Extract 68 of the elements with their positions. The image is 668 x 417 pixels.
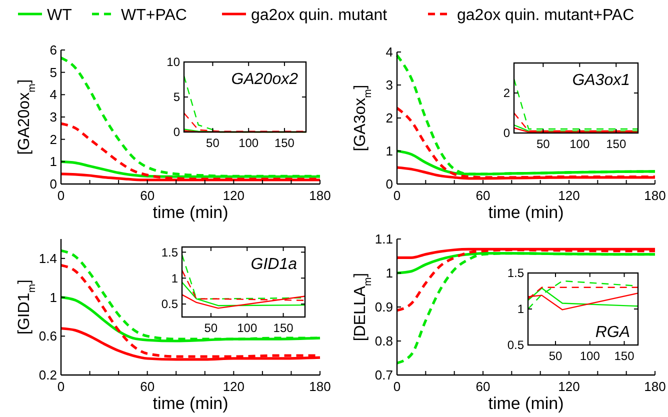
y-tick-label: 0.9 bbox=[374, 300, 393, 315]
x-tick-label: 60 bbox=[140, 379, 155, 394]
text: GA20ox2 bbox=[231, 71, 298, 88]
y-tick-label: 4 bbox=[50, 87, 57, 102]
y-tick-label: 2 bbox=[50, 132, 57, 147]
y-tick-label: 0 bbox=[173, 125, 180, 140]
y-tick-label: 0.5 bbox=[507, 338, 524, 352]
x-tick-label: 150 bbox=[606, 137, 626, 151]
x-tick-label: 150 bbox=[614, 349, 635, 363]
x-tick-label: 120 bbox=[222, 188, 245, 203]
y-tick-label: 0.6 bbox=[38, 328, 57, 344]
x-tick-label: 50 bbox=[206, 136, 220, 150]
x-tick-label: 60 bbox=[476, 379, 490, 394]
x-axis-title: time (min) bbox=[152, 203, 228, 222]
x-tick-label: 50 bbox=[204, 321, 218, 335]
x-tick-label: 180 bbox=[644, 379, 666, 394]
x-tick-label: 180 bbox=[309, 188, 331, 203]
y-tick-label: 1 bbox=[50, 290, 57, 305]
x-axis-title: time (min) bbox=[152, 394, 228, 413]
x-tick-label: 150 bbox=[274, 136, 295, 150]
legend-label: ga2ox quin. mutant+PAC bbox=[457, 7, 634, 24]
y-tick-label: 6 bbox=[50, 42, 57, 58]
x-tick-label: 100 bbox=[237, 321, 258, 335]
legend-label: ga2ox quin. mutant bbox=[251, 7, 388, 24]
y-tick-label: 1.4 bbox=[38, 250, 57, 266]
x-tick-label: 100 bbox=[238, 136, 259, 150]
x-tick-label: 120 bbox=[558, 188, 580, 203]
y-tick-label: 1 bbox=[386, 266, 393, 281]
y-tick-label: 2 bbox=[386, 110, 393, 126]
y-tick-label: 0 bbox=[503, 126, 510, 140]
legend-label: WT bbox=[47, 7, 72, 24]
y-tick-label: 5 bbox=[50, 64, 57, 80]
x-tick-label: 60 bbox=[140, 188, 155, 203]
y-tick-label: 4 bbox=[386, 44, 393, 60]
y-tick-label: 3 bbox=[50, 110, 57, 125]
y-tick-label: 0 bbox=[50, 176, 57, 192]
x-tick-label: 120 bbox=[558, 379, 580, 394]
x-tick-label: 100 bbox=[580, 349, 600, 363]
text: RGA bbox=[595, 324, 630, 341]
y-tick-label: 0.2 bbox=[38, 368, 57, 383]
y-tick-label: 1.1 bbox=[374, 232, 393, 247]
x-tick-label: 50 bbox=[548, 349, 562, 363]
x-tick-label: 60 bbox=[476, 188, 490, 203]
x-axis-title: time (min) bbox=[488, 203, 564, 222]
y-tick-label: 3 bbox=[386, 78, 393, 93]
x-tick-label: 120 bbox=[222, 379, 245, 394]
x-tick-label: 180 bbox=[644, 188, 666, 203]
y-tick-label: 5 bbox=[173, 90, 180, 104]
y-tick-label: 1.5 bbox=[161, 245, 178, 260]
y-tick-label: 1 bbox=[171, 271, 178, 286]
legend-label: WT+PAC bbox=[121, 7, 187, 24]
x-tick-label: 150 bbox=[273, 321, 294, 335]
y-tick-label: 10 bbox=[166, 55, 180, 70]
y-tick-label: 0 bbox=[386, 176, 393, 192]
y-tick-label: 1 bbox=[50, 154, 57, 170]
y-tick-label: 0.5 bbox=[161, 297, 178, 312]
y-tick-label: 2 bbox=[503, 86, 510, 100]
x-tick-label: 100 bbox=[570, 137, 590, 151]
text: GID1a bbox=[250, 256, 298, 273]
x-axis-title: time (min) bbox=[488, 394, 564, 413]
y-tick-label: 0.7 bbox=[374, 368, 393, 383]
y-tick-label: 1 bbox=[517, 302, 524, 316]
y-tick-label: 0.8 bbox=[374, 334, 393, 349]
y-tick-label: 1.5 bbox=[507, 266, 524, 280]
y-tick-label: 1 bbox=[386, 144, 393, 159]
text: GA3ox1 bbox=[572, 72, 630, 89]
x-tick-label: 180 bbox=[309, 379, 331, 394]
x-tick-label: 50 bbox=[536, 137, 550, 151]
